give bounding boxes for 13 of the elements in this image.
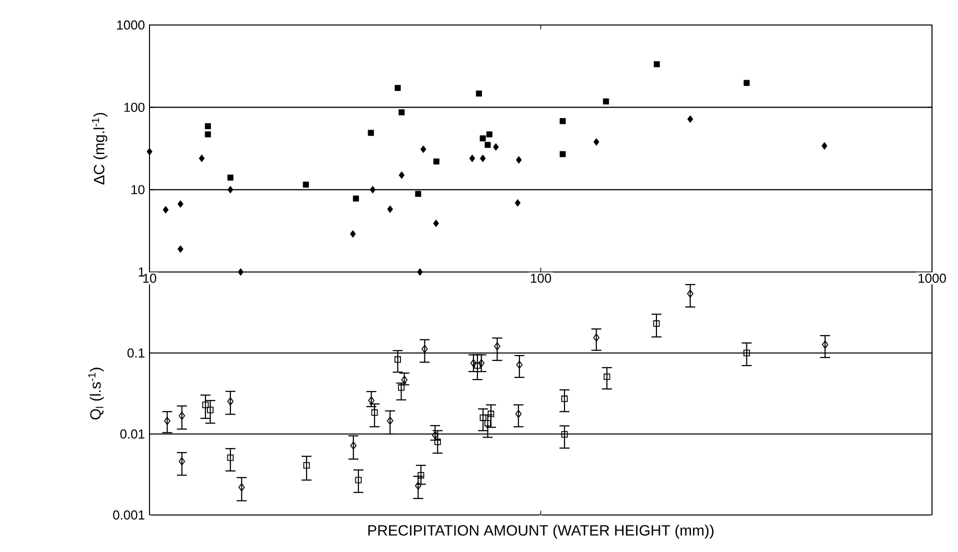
y-axis-title: Q$_{l}$ (l.s$^{-1}$): [88, 368, 104, 420]
y-tick-label: 0.01: [120, 429, 144, 439]
y-tick-label: 1: [138, 268, 144, 276]
y-tick-label: 100: [124, 102, 144, 112]
y-tick-label: 1000: [117, 20, 144, 30]
x-tick-label: 1000: [918, 274, 946, 283]
y-tick-label: 0.001: [113, 510, 144, 520]
y-axis-title: ΔC (mg.l$^{-1}$): [92, 112, 108, 185]
x-tick-label: 100: [530, 274, 552, 283]
y-tick-label: 0.1: [127, 348, 144, 358]
x-tick-label: 10: [143, 274, 156, 283]
x-axis-title: PRECIPITATION AMOUNT (WATER HEIGHT (mm)): [368, 524, 714, 539]
y-tick-label: 10: [132, 185, 144, 194]
